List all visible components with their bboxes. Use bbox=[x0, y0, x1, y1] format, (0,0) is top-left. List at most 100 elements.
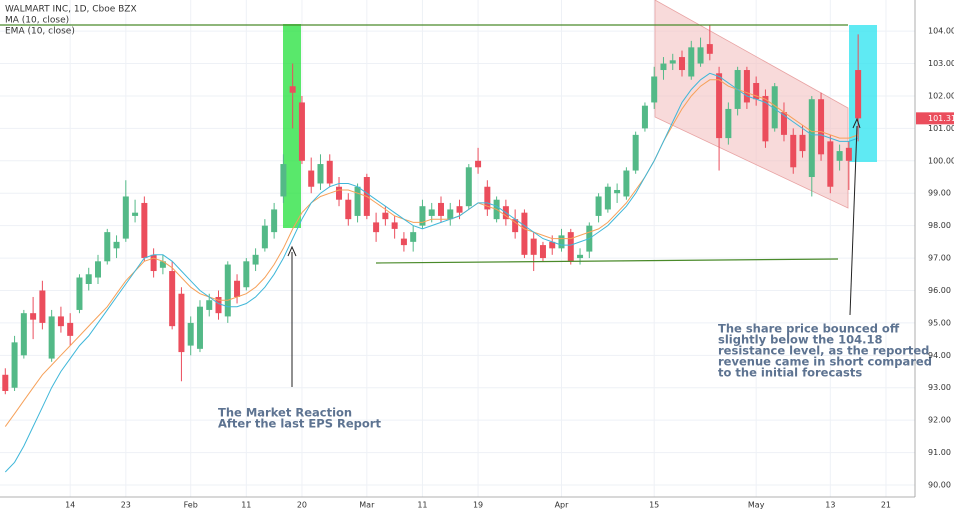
candle-body bbox=[753, 82, 760, 100]
candle-body bbox=[206, 300, 213, 310]
x-tick-label: Feb bbox=[184, 501, 198, 510]
y-tick-label: 103.00 bbox=[928, 59, 954, 68]
candle-body bbox=[428, 209, 435, 216]
indicator-line bbox=[4, 79, 859, 427]
x-tick-label: Apr bbox=[555, 501, 570, 510]
candle-body bbox=[530, 238, 537, 255]
candle-body bbox=[354, 186, 361, 216]
candle-body bbox=[104, 232, 111, 262]
y-tick-label: 95.00 bbox=[928, 318, 951, 327]
x-tick-label: 11 bbox=[241, 501, 251, 510]
candle-body bbox=[623, 170, 630, 197]
candle-body bbox=[326, 160, 333, 184]
candle-body bbox=[604, 186, 611, 210]
candle-body bbox=[178, 293, 185, 353]
candle-body bbox=[651, 76, 658, 103]
chart-title: WALMART INC, 1D, Cboe BZX bbox=[5, 5, 137, 15]
candle-body bbox=[132, 212, 139, 216]
candle-body bbox=[196, 306, 203, 349]
y-tick-label: 102.00 bbox=[928, 91, 954, 100]
candle-body bbox=[808, 99, 815, 178]
y-tick-label: 104.00 bbox=[928, 27, 954, 36]
y-tick-label: 97.00 bbox=[928, 254, 951, 263]
y-tick-label: 92.00 bbox=[928, 416, 951, 425]
candle-body bbox=[224, 264, 231, 317]
candle-body bbox=[762, 95, 769, 142]
annotation: slightly below the 104.18 bbox=[718, 333, 882, 347]
candle-body bbox=[85, 274, 92, 284]
x-tick-label: 13 bbox=[825, 501, 835, 510]
candle-body bbox=[725, 108, 732, 139]
x-tick-label: May bbox=[748, 501, 765, 510]
candle-body bbox=[187, 322, 194, 346]
candle-body bbox=[558, 235, 565, 249]
candle-body bbox=[743, 70, 750, 103]
candle-body bbox=[400, 238, 407, 246]
candle-body bbox=[289, 86, 296, 93]
highlight-box bbox=[849, 25, 877, 162]
candle-body bbox=[57, 316, 64, 327]
candle-body bbox=[827, 141, 834, 187]
y-tick-label: 98.00 bbox=[928, 221, 951, 230]
candle-body bbox=[595, 196, 602, 216]
candle-body bbox=[280, 164, 287, 197]
candle-body bbox=[669, 60, 676, 64]
highlight-box bbox=[283, 24, 301, 228]
x-tick-label: 15 bbox=[649, 501, 659, 510]
candle-body bbox=[688, 47, 695, 77]
candle-body bbox=[521, 212, 528, 255]
candle-body bbox=[234, 280, 241, 297]
x-tick-label: 14 bbox=[65, 501, 75, 510]
candle-body bbox=[20, 313, 27, 356]
annotation: The Market Reaction bbox=[218, 406, 352, 420]
y-tick-label: 99.00 bbox=[928, 189, 951, 198]
y-tick-label: 96.00 bbox=[928, 286, 951, 295]
candle-body bbox=[771, 86, 778, 129]
candle-body bbox=[716, 73, 723, 139]
y-tick-label: 91.00 bbox=[928, 448, 951, 457]
candle-body bbox=[539, 245, 546, 259]
arrow-head bbox=[287, 245, 297, 257]
candle-body bbox=[836, 151, 843, 161]
candle-body bbox=[67, 322, 74, 336]
candle-body bbox=[159, 261, 166, 268]
candle-body bbox=[475, 160, 482, 168]
y-tick-label: 101.00 bbox=[928, 124, 954, 133]
candle-body bbox=[660, 63, 667, 71]
candle-body bbox=[447, 209, 454, 220]
x-tick-label: 21 bbox=[881, 501, 891, 510]
candle-body bbox=[373, 222, 380, 233]
candle-body bbox=[818, 99, 825, 155]
candle-body bbox=[845, 147, 852, 161]
candle-body bbox=[76, 277, 83, 310]
candle-body bbox=[48, 316, 55, 359]
arrow bbox=[849, 125, 858, 316]
annotation: The share price bounced off bbox=[718, 322, 900, 336]
candle-body bbox=[780, 112, 787, 135]
candle-body bbox=[243, 261, 250, 288]
legend-entry: MA (10, close) bbox=[5, 16, 69, 26]
candle-body bbox=[252, 254, 259, 265]
candle-body bbox=[317, 164, 324, 184]
candle-body bbox=[456, 206, 463, 213]
support-line bbox=[375, 258, 839, 264]
candle-body bbox=[261, 225, 268, 249]
annotation: resistance level, as the reported bbox=[718, 344, 929, 358]
candle-body bbox=[122, 196, 129, 239]
candle-body bbox=[641, 105, 648, 129]
candle-body bbox=[113, 241, 120, 249]
x-tick-label: 23 bbox=[121, 501, 131, 510]
candle-body bbox=[2, 374, 9, 391]
candle-body bbox=[215, 296, 222, 314]
annotation: to the initial forecasts bbox=[718, 366, 862, 380]
candle-body bbox=[549, 241, 556, 249]
candle-body bbox=[855, 70, 862, 119]
candle-body bbox=[410, 232, 417, 242]
x-tick-label: Mar bbox=[359, 501, 375, 510]
y-tick-label: 93.00 bbox=[928, 383, 951, 392]
arrow-head bbox=[852, 117, 861, 129]
candle-body bbox=[465, 167, 472, 207]
annotation: revenue came in short compared bbox=[718, 355, 932, 369]
